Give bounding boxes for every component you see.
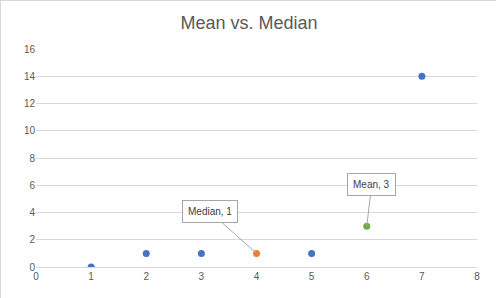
svg-text:0: 0 xyxy=(33,271,39,282)
svg-text:8: 8 xyxy=(29,153,35,164)
svg-text:6: 6 xyxy=(29,180,35,191)
svg-text:10: 10 xyxy=(24,125,36,136)
svg-text:Median, 1: Median, 1 xyxy=(188,206,232,217)
svg-text:3: 3 xyxy=(199,271,205,282)
svg-text:Mean, 3: Mean, 3 xyxy=(353,179,390,190)
svg-text:16: 16 xyxy=(24,44,36,55)
svg-text:4: 4 xyxy=(29,207,35,218)
svg-text:8: 8 xyxy=(474,271,480,282)
svg-text:2: 2 xyxy=(143,271,149,282)
svg-text:5: 5 xyxy=(309,271,315,282)
svg-text:14: 14 xyxy=(24,71,36,82)
svg-text:Mean vs. Median: Mean vs. Median xyxy=(180,13,317,33)
svg-text:0: 0 xyxy=(29,262,35,273)
svg-text:2: 2 xyxy=(29,234,35,245)
svg-text:4: 4 xyxy=(254,271,260,282)
svg-text:6: 6 xyxy=(364,271,370,282)
svg-text:12: 12 xyxy=(24,98,36,109)
svg-text:7: 7 xyxy=(419,271,425,282)
svg-text:1: 1 xyxy=(88,271,94,282)
